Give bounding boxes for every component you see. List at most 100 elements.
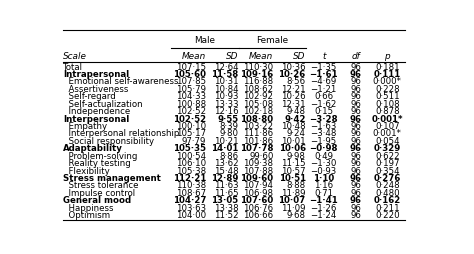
Text: 96: 96 bbox=[350, 211, 361, 220]
Text: 96: 96 bbox=[350, 85, 361, 94]
Text: 108·80: 108·80 bbox=[240, 115, 273, 124]
Text: 0·162: 0·162 bbox=[374, 196, 401, 205]
Text: 8·39: 8·39 bbox=[219, 122, 238, 131]
Text: Total: Total bbox=[63, 62, 83, 72]
Text: 105·38: 105·38 bbox=[176, 167, 206, 176]
Text: Optimism: Optimism bbox=[63, 211, 110, 220]
Text: 0·49: 0·49 bbox=[314, 152, 333, 161]
Text: 104·00: 104·00 bbox=[176, 211, 206, 220]
Text: Happiness: Happiness bbox=[63, 204, 113, 213]
Text: 96: 96 bbox=[349, 174, 362, 183]
Text: 0·15: 0·15 bbox=[314, 107, 333, 116]
Text: 8·86: 8·86 bbox=[219, 152, 238, 161]
Text: 0·001*: 0·001* bbox=[373, 130, 402, 138]
Text: t: t bbox=[322, 52, 326, 61]
Text: 0·329: 0·329 bbox=[374, 144, 401, 153]
Text: SD: SD bbox=[226, 52, 238, 61]
Text: Social responsibility: Social responsibility bbox=[63, 137, 154, 146]
Text: 96: 96 bbox=[349, 70, 362, 79]
Text: 8·88: 8·88 bbox=[287, 181, 306, 190]
Text: 11·65: 11·65 bbox=[214, 189, 238, 198]
Text: 10·57: 10·57 bbox=[281, 167, 306, 176]
Text: Reality testing: Reality testing bbox=[63, 159, 131, 168]
Text: 105·35: 105·35 bbox=[173, 144, 206, 153]
Text: 10·84: 10·84 bbox=[214, 85, 238, 94]
Text: 105·60: 105·60 bbox=[173, 70, 206, 79]
Text: 0·001*: 0·001* bbox=[372, 115, 403, 124]
Text: 102·52: 102·52 bbox=[176, 107, 206, 116]
Text: 100·54: 100·54 bbox=[176, 152, 206, 161]
Text: 96: 96 bbox=[350, 152, 361, 161]
Text: 104·33: 104·33 bbox=[176, 92, 206, 101]
Text: Impulse control: Impulse control bbox=[63, 189, 135, 198]
Text: 116·88: 116·88 bbox=[243, 77, 273, 86]
Text: 104·27: 104·27 bbox=[173, 196, 206, 205]
Text: Problem-solving: Problem-solving bbox=[63, 152, 137, 161]
Text: −1·24: −1·24 bbox=[310, 211, 337, 220]
Text: −0·98: −0·98 bbox=[310, 144, 338, 153]
Text: 11·15: 11·15 bbox=[281, 159, 306, 168]
Text: 106·98: 106·98 bbox=[244, 189, 273, 198]
Text: 0·354: 0·354 bbox=[375, 167, 400, 176]
Text: 97·79: 97·79 bbox=[182, 137, 206, 146]
Text: −4·69: −4·69 bbox=[310, 77, 337, 86]
Text: 0·197: 0·197 bbox=[375, 159, 400, 168]
Text: 0·248: 0·248 bbox=[375, 181, 400, 190]
Text: 0·054: 0·054 bbox=[375, 137, 400, 146]
Text: 100·88: 100·88 bbox=[176, 100, 206, 109]
Text: 107·78: 107·78 bbox=[240, 144, 273, 153]
Text: 109·16: 109·16 bbox=[240, 70, 273, 79]
Text: 96: 96 bbox=[350, 181, 361, 190]
Text: 10·26: 10·26 bbox=[279, 70, 306, 79]
Text: df: df bbox=[351, 52, 360, 61]
Text: 9·48: 9·48 bbox=[287, 107, 306, 116]
Text: −1·63: −1·63 bbox=[310, 122, 337, 131]
Text: 13·33: 13·33 bbox=[214, 100, 238, 109]
Text: 106·66: 106·66 bbox=[243, 211, 273, 220]
Text: 13·62: 13·62 bbox=[214, 159, 238, 168]
Text: −3·28: −3·28 bbox=[310, 115, 338, 124]
Text: 9·68: 9·68 bbox=[287, 211, 306, 220]
Text: 0·228: 0·228 bbox=[375, 85, 400, 94]
Text: 10·93: 10·93 bbox=[214, 92, 238, 101]
Text: 107·60: 107·60 bbox=[240, 196, 273, 205]
Text: 107·88: 107·88 bbox=[243, 167, 273, 176]
Text: −1·62: −1·62 bbox=[310, 100, 337, 109]
Text: 0·220: 0·220 bbox=[375, 211, 400, 220]
Text: 103·63: 103·63 bbox=[176, 204, 206, 213]
Text: 107·15: 107·15 bbox=[176, 62, 206, 72]
Text: 9·24: 9·24 bbox=[287, 130, 306, 138]
Text: Mean: Mean bbox=[249, 52, 273, 61]
Text: 0·878: 0·878 bbox=[375, 107, 400, 116]
Text: 110·30: 110·30 bbox=[243, 62, 273, 72]
Text: −3·48: −3·48 bbox=[310, 130, 337, 138]
Text: 108·67: 108·67 bbox=[176, 189, 206, 198]
Text: 13·38: 13·38 bbox=[214, 204, 238, 213]
Text: 10·51: 10·51 bbox=[279, 174, 306, 183]
Text: 14·01: 14·01 bbox=[211, 144, 238, 153]
Text: 105·79: 105·79 bbox=[176, 85, 206, 94]
Text: 9·42: 9·42 bbox=[284, 115, 306, 124]
Text: 12·16: 12·16 bbox=[214, 107, 238, 116]
Text: Emotional self-awareness: Emotional self-awareness bbox=[63, 77, 178, 86]
Text: 96: 96 bbox=[350, 122, 361, 131]
Text: 0·181: 0·181 bbox=[375, 62, 400, 72]
Text: 106·10: 106·10 bbox=[176, 159, 206, 168]
Text: 96: 96 bbox=[349, 144, 362, 153]
Text: 96: 96 bbox=[350, 107, 361, 116]
Text: 15·48: 15·48 bbox=[214, 167, 238, 176]
Text: 99·60: 99·60 bbox=[249, 152, 273, 161]
Text: 0·66: 0·66 bbox=[314, 92, 333, 101]
Text: 109·38: 109·38 bbox=[244, 159, 273, 168]
Text: 102·52: 102·52 bbox=[173, 115, 206, 124]
Text: Assertiveness: Assertiveness bbox=[63, 85, 128, 94]
Text: 8·56: 8·56 bbox=[287, 77, 306, 86]
Text: Self-regard: Self-regard bbox=[63, 92, 116, 101]
Text: 111·86: 111·86 bbox=[243, 130, 273, 138]
Text: 105·17: 105·17 bbox=[176, 130, 206, 138]
Text: 110·38: 110·38 bbox=[176, 181, 206, 190]
Text: 10·06: 10·06 bbox=[279, 144, 306, 153]
Text: 10·48: 10·48 bbox=[281, 122, 306, 131]
Text: −1·30: −1·30 bbox=[310, 159, 337, 168]
Text: 0·511: 0·511 bbox=[375, 92, 400, 101]
